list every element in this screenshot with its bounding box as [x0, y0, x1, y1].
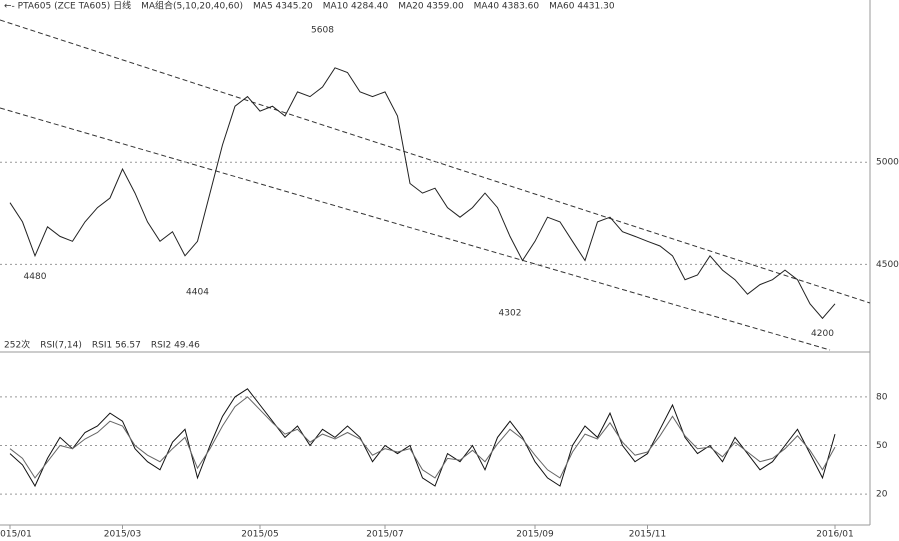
panel-header: MA组合(5,10,20,40,60): [141, 0, 243, 12]
trend-line: [0, 19, 871, 304]
price-annotation: 4480: [24, 272, 47, 282]
series-line: [9, 67, 836, 320]
y-tick-label: 20: [876, 490, 888, 500]
panel-header: MA40 4383.60: [474, 2, 540, 12]
panel-header: MA10 4284.40: [323, 2, 389, 12]
x-tick-label: 015/01: [0, 530, 32, 540]
x-tick-label: 2015/09: [516, 530, 554, 540]
price-annotation: 4200: [811, 329, 834, 339]
trend-line: [0, 107, 831, 351]
panel-header: MA5 4345.20: [253, 2, 313, 12]
y-tick-label: 4500: [876, 260, 899, 270]
x-tick-label: 2015/03: [104, 530, 141, 540]
panel-header: RSI(7,14): [40, 341, 82, 351]
y-tick-label: 80: [876, 392, 888, 402]
y-tick-label: 50: [876, 441, 888, 451]
price-annotation: 5608: [311, 25, 334, 35]
panel-header: MA60 4431.30: [549, 2, 615, 12]
y-tick-label: 5000: [876, 158, 899, 168]
x-tick-label: 2015/07: [366, 530, 403, 540]
x-tick-label: 2015/05: [241, 530, 278, 540]
panel-header: MA20 4359.00: [398, 2, 464, 12]
series-line: [9, 388, 836, 488]
panel-header: ←- PTA605 (ZCE TA605) 日线: [4, 0, 131, 12]
panel-header: RSI2 49.46: [151, 341, 200, 351]
panel-header: RSI1 56.57: [92, 341, 141, 351]
panel-header: 252次: [4, 339, 30, 351]
x-tick-label: 2015/11: [629, 530, 666, 540]
price-annotation: 4302: [499, 308, 522, 318]
series-line: [9, 396, 836, 479]
price-annotation: 4404: [186, 288, 209, 298]
x-tick-label: 2016/01: [816, 530, 853, 540]
